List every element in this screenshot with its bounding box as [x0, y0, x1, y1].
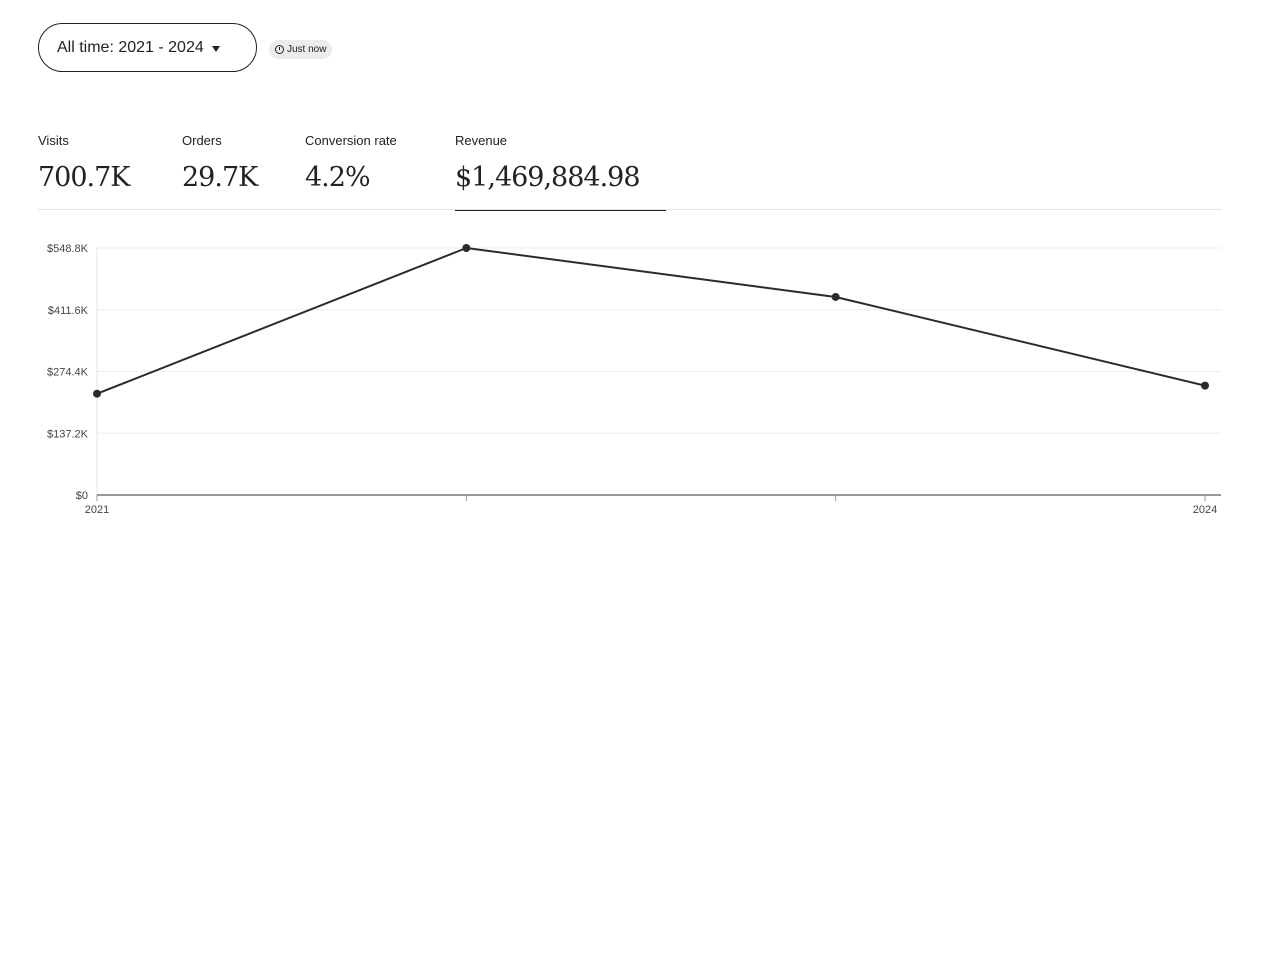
metric-value: 29.7K: [182, 162, 258, 193]
grid-lines: [97, 247, 1221, 434]
x-axis-tick-labels: 2021 2024: [85, 504, 1217, 516]
y-tick-label: $548.8K: [47, 243, 89, 255]
data-point: [1201, 381, 1209, 390]
y-tick-label: $0: [76, 490, 88, 502]
metric-visits[interactable]: Visits 700.7K: [38, 131, 130, 193]
data-point: [462, 244, 471, 252]
x-tick-label: 2021: [85, 504, 109, 516]
metric-orders[interactable]: Orders 29.7K: [182, 131, 258, 193]
metrics-divider: [38, 209, 1222, 210]
date-range-dropdown[interactable]: All time: 2021 - 2024: [38, 23, 257, 72]
data-point: [831, 292, 840, 301]
axes: [96, 248, 1221, 501]
last-updated-label: Just now: [287, 44, 327, 55]
chevron-down-icon: [211, 45, 220, 52]
data-point: [93, 389, 101, 398]
metric-value: 4.2%: [305, 162, 371, 193]
date-range-label: All time: 2021 - 2024: [57, 38, 204, 56]
metric-revenue[interactable]: Revenue $1,469,884.98: [455, 131, 666, 211]
clock-icon: [275, 45, 284, 54]
y-tick-label: $137.2K: [47, 428, 89, 440]
y-tick-label: $274.4K: [47, 367, 89, 379]
series: [93, 244, 1209, 398]
metric-label: Orders: [182, 133, 222, 148]
metric-label: Visits: [38, 133, 69, 148]
series-line: [96, 247, 1206, 395]
metric-value: $1,469,884.98: [455, 162, 641, 193]
metric-label: Revenue: [455, 133, 508, 148]
metric-label: Conversion rate: [305, 133, 397, 148]
last-updated-badge: Just now: [269, 40, 333, 59]
y-axis-tick-labels: $0 $137.2K $274.4K $411.6K $548.8K: [47, 243, 89, 502]
y-tick-label: $411.6K: [48, 305, 89, 317]
x-tick-label: 2024: [1193, 504, 1217, 516]
metrics-row: Visits 700.7K Orders 29.7K Conversion ra…: [38, 131, 1222, 211]
metric-conversion-rate[interactable]: Conversion rate 4.2%: [305, 131, 397, 193]
metric-value: 700.7K: [38, 162, 130, 193]
